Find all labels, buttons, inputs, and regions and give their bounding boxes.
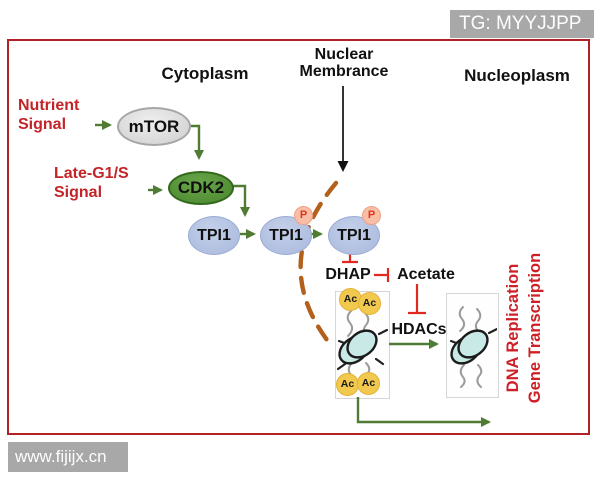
- outcome-dna-replication: DNA Replication: [504, 263, 522, 393]
- cytoplasm-label: Cytoplasm: [161, 64, 249, 83]
- outcomes-label: DNA Replication Gene Transcription: [502, 233, 548, 423]
- site-watermark: www.fijijx.cn: [8, 442, 128, 472]
- nutrient-signal-label: Nutrient Signal: [18, 96, 79, 134]
- outcome-gene-transcription: Gene Transcription: [526, 252, 544, 404]
- cdk2-label: CDK2: [177, 178, 225, 197]
- tpi1-nuclear-label: TPI1: [337, 226, 371, 244]
- tpi1-cytoplasmic-node: TPI1: [188, 216, 240, 255]
- cdk2-node: CDK2: [168, 171, 234, 205]
- dhap-label: DHAP: [325, 266, 371, 283]
- late-g1s-line2: Signal: [54, 184, 103, 201]
- hdacs-label: HDACs: [391, 321, 447, 338]
- acetyl-badge: Ac: [336, 373, 359, 396]
- nuclear-membrane-line1: Nuclear: [314, 46, 374, 63]
- nuclear-membrane-label: Nuclear Membrance: [292, 46, 396, 80]
- diagram-border: [7, 39, 590, 435]
- phosphate-badge: P: [294, 206, 313, 225]
- nutrient-signal-line2: Signal: [18, 116, 67, 133]
- nucleosome-deacetylated-icon: [449, 306, 497, 388]
- late-g1s-signal-label: Late-G1/S Signal: [54, 164, 129, 202]
- nuclear-membrane-line2: Membrance: [299, 63, 389, 80]
- mtor-node: mTOR: [117, 107, 191, 146]
- acetyl-badge: Ac: [357, 372, 380, 395]
- mtor-label: mTOR: [128, 116, 180, 136]
- tpi1-phosphorylated-label: TPI1: [269, 226, 303, 244]
- acetyl-badge: Ac: [358, 292, 381, 315]
- tag-watermark: TG: MYYJJPP: [450, 10, 594, 38]
- acetate-label: Acetate: [397, 266, 455, 283]
- nucleoplasm-label: Nucleoplasm: [464, 66, 570, 85]
- tpi1-cytoplasmic-label: TPI1: [197, 226, 231, 244]
- late-g1s-line1: Late-G1/S: [54, 165, 129, 182]
- nutrient-signal-line1: Nutrient: [18, 97, 80, 114]
- phosphate-badge: P: [362, 206, 381, 225]
